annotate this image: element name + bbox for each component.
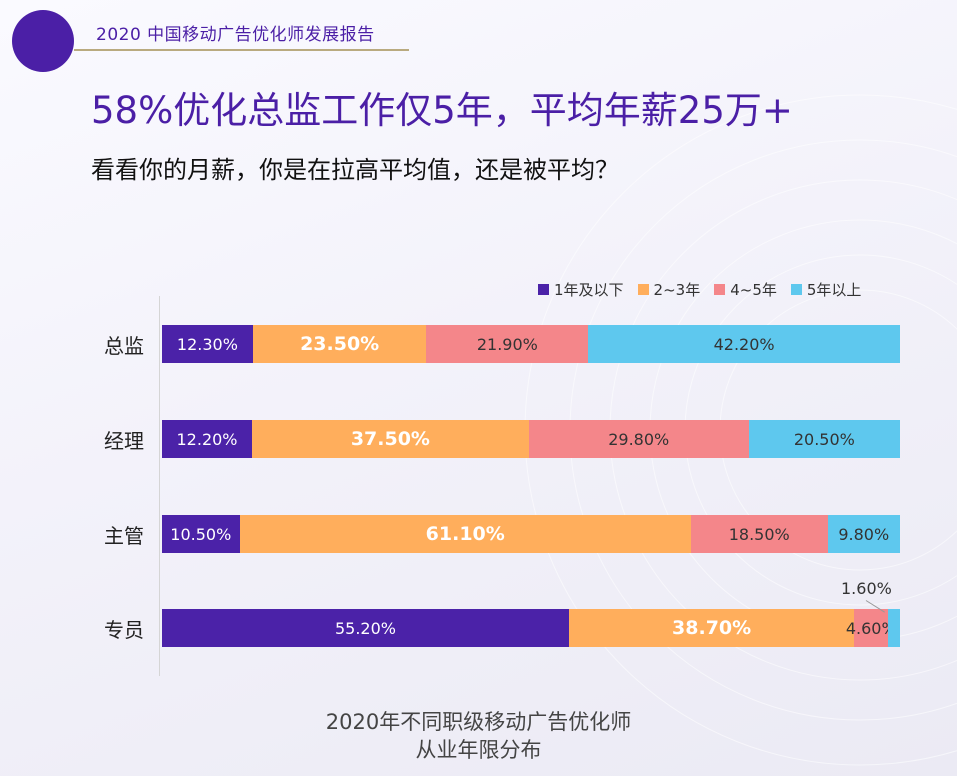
bar-segment: 42.20% [588, 325, 900, 363]
bar-segment: 10.50% [162, 515, 240, 553]
legend-item-3: 4~5年 [714, 279, 777, 300]
data-label: 55.20% [334, 618, 396, 638]
data-label: 12.30% [176, 334, 238, 354]
chart-caption-line-2: 从业年限分布 [415, 738, 542, 762]
chart-caption-line-1: 2020年不同职级移动广告优化师 [325, 710, 632, 734]
data-label: 18.50% [728, 524, 790, 544]
report-title: 2020 中国移动广告优化师发展报告 [96, 25, 375, 45]
chart-legend: 1年及以下 2~3年 4~5年 5年以上 [538, 279, 861, 300]
bar-row: 12.20% 37.50% 29.80% 20.50% [162, 420, 900, 458]
legend-swatch [714, 284, 726, 295]
legend-label: 1年及以下 [554, 281, 624, 299]
bar-segment: 12.20% [162, 420, 253, 458]
bar-segment: 61.10% [239, 515, 691, 553]
callout-label-5plus-specialist: 1.60% [841, 579, 892, 598]
category-label: 经理 [104, 429, 144, 453]
legend-label: 2~3年 [653, 281, 701, 299]
bar-row: 12.30% 23.50% 21.90% 42.20% [162, 325, 900, 363]
data-label: 42.20% [713, 334, 775, 354]
data-label: 38.70% [672, 617, 752, 639]
data-label: 29.80% [608, 429, 670, 449]
bar-segment: 20.50% [748, 420, 900, 458]
legend-swatch [538, 284, 549, 295]
bar-segment: 38.70% [568, 609, 855, 647]
title-underline [74, 49, 409, 51]
legend-label: 4~5年 [730, 281, 777, 299]
bar-segment: 55.20% [162, 609, 569, 647]
bar-segment: 18.50% [690, 515, 828, 553]
headline: 58%优化总监工作仅5年，平均年薪25万+ [91, 89, 793, 132]
category-axis-line [159, 296, 160, 676]
bar-segment: 12.30% [162, 325, 253, 363]
bar-segment: 23.50% [252, 325, 427, 363]
data-label: 61.10% [425, 523, 505, 545]
category-label: 主管 [104, 524, 144, 548]
report-logo-circle [12, 10, 74, 72]
data-label: 37.50% [350, 428, 430, 450]
bar-segment: 4.60% [846, 609, 897, 647]
legend-swatch [637, 284, 649, 295]
bar-row: 55.20% 38.70% 4.60% [162, 609, 900, 647]
data-label: 23.50% [300, 333, 380, 355]
bar-segment [888, 609, 900, 647]
data-label: 4.60% [845, 618, 897, 638]
bar-segment: 29.80% [528, 420, 749, 458]
bar-row: 10.50% 61.10% 18.50% 9.80% [162, 515, 900, 553]
subheadline: 看看你的月薪，你是在拉高平均值，还是被平均？ [91, 156, 619, 184]
legend-label: 5年以上 [806, 281, 862, 299]
bar-segment: 9.80% [827, 515, 900, 553]
legend-item-1: 1年及以下 [538, 279, 624, 300]
data-label: 21.90% [476, 334, 538, 354]
data-label: 20.50% [793, 429, 855, 449]
bar-segment: 21.90% [426, 325, 589, 363]
category-label: 总监 [104, 334, 144, 358]
data-label: 10.50% [170, 524, 232, 544]
legend-item-2: 2~3年 [637, 279, 701, 300]
legend-swatch [790, 284, 802, 295]
bar-segment: 37.50% [252, 420, 529, 458]
data-label: 12.20% [176, 429, 238, 449]
category-label: 专员 [104, 618, 144, 642]
legend-item-4: 5年以上 [790, 279, 862, 300]
data-label: 9.80% [838, 524, 890, 544]
